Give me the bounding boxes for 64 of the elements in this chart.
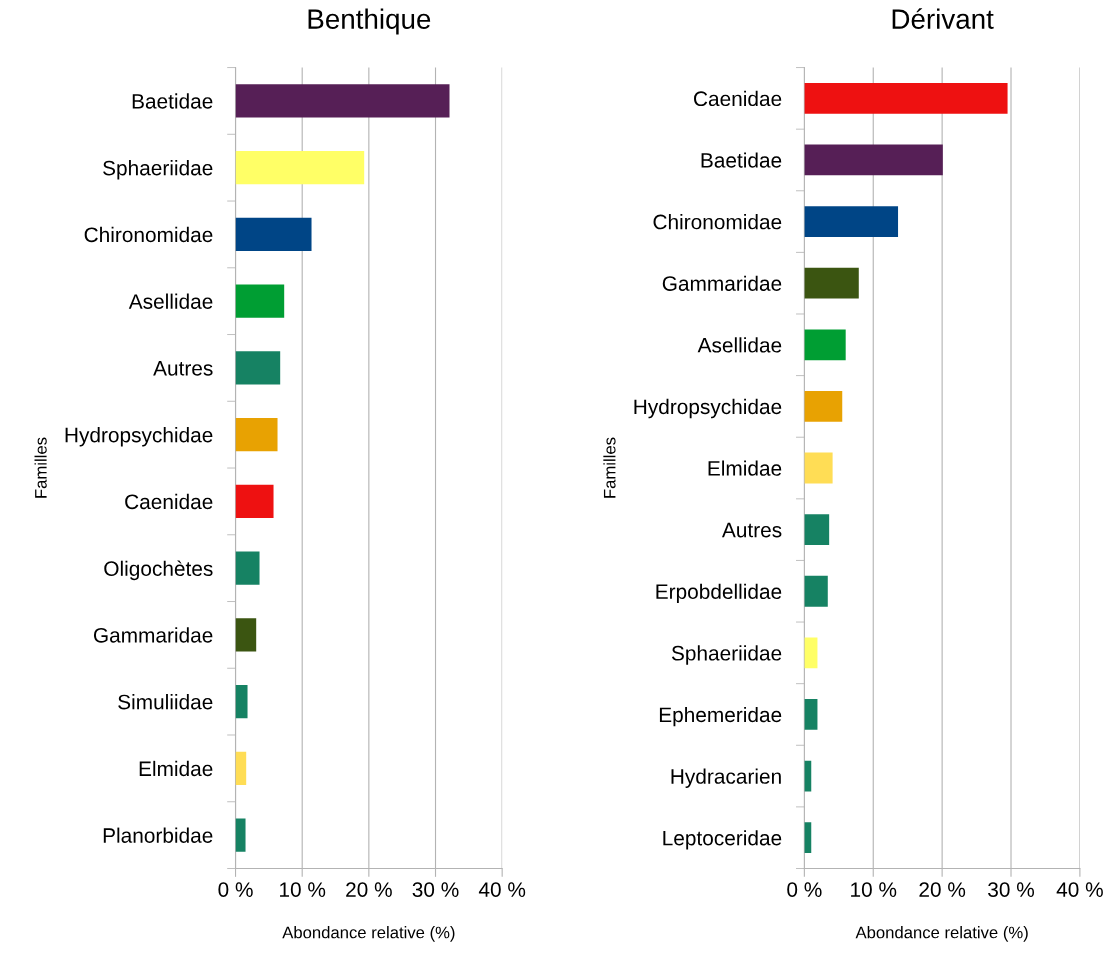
y-tick-label: Baetidae [701, 152, 782, 168]
bar [804, 391, 843, 422]
bar [804, 144, 943, 176]
y-tick-label: Planorbidae [103, 827, 213, 843]
x-tick-label: 10 % [851, 882, 897, 897]
x-tick-label: 30 % [412, 882, 459, 897]
bar [235, 150, 365, 185]
y-tick-label: Gammaridae [662, 275, 782, 291]
y-tick-label: Baetidae [132, 93, 213, 109]
x-tick-label: 20 % [919, 882, 966, 897]
bar [235, 551, 260, 585]
y-tick-label: Sphaeriidae [671, 645, 782, 665]
x-tick-label: 0 % [218, 882, 253, 897]
y-tick-label: Chironomidae [84, 226, 213, 243]
chart-title: Benthique [308, 8, 431, 35]
bar [235, 618, 257, 652]
y-tick-label: Caenidae [125, 493, 213, 510]
bar [235, 751, 247, 786]
bar [235, 284, 285, 318]
bar [804, 206, 899, 237]
y-tick-label: Ephemeridae [659, 706, 782, 727]
bar [235, 484, 274, 519]
y-axis-title: Familles [34, 437, 47, 498]
bar [235, 417, 278, 452]
x-tick-label: 40 % [1056, 882, 1103, 897]
x-tick-label: 30 % [988, 882, 1035, 897]
y-tick-label: Sphaeriidae [103, 160, 213, 180]
x-tick-label: 40 % [478, 882, 526, 897]
y-tick-label: Asellidae [697, 337, 782, 353]
y-tick-label: Erpobdellidae [656, 583, 782, 604]
y-tick-label: Elmidae [708, 460, 782, 476]
y-tick-label: Autres [153, 361, 213, 376]
x-axis-title: Abondance relative (%) [855, 926, 1028, 942]
y-tick-label: Caenidae [694, 90, 782, 107]
bar [804, 82, 1008, 114]
bar [804, 514, 830, 546]
bar [804, 452, 833, 484]
y-tick-label: Asellidae [128, 293, 213, 309]
x-tick-label: 0 % [787, 882, 822, 897]
bar [804, 699, 818, 730]
bar [804, 267, 859, 299]
x-tick-label: 20 % [346, 882, 392, 897]
y-tick-label: Oligochètes [104, 560, 213, 581]
y-tick-label: Leptoceridae [663, 830, 782, 850]
x-axis-title: Abondance relative (%) [282, 926, 455, 942]
y-axis-title: Familles [603, 437, 616, 498]
y-tick-label: Autres [721, 522, 782, 538]
y-tick-label: Hydropsychidae [634, 398, 782, 419]
y-tick-label: Simuliidae [118, 694, 213, 710]
bar [804, 329, 846, 361]
bar [804, 575, 828, 607]
bar [235, 818, 246, 852]
bar [235, 84, 450, 118]
x-tick-label: 10 % [280, 882, 326, 897]
y-tick-label: Hydracarien [671, 768, 781, 788]
y-tick-label: Elmidae [139, 760, 213, 777]
y-tick-label: Hydropsychidae [65, 427, 213, 447]
chart-title: Dérivant [892, 8, 994, 29]
y-tick-label: Gammaridae [93, 627, 213, 643]
bar [235, 684, 248, 719]
bar [235, 351, 281, 385]
bar [804, 637, 818, 669]
y-tick-label: Chironomidae [653, 214, 782, 230]
bar [235, 217, 312, 252]
